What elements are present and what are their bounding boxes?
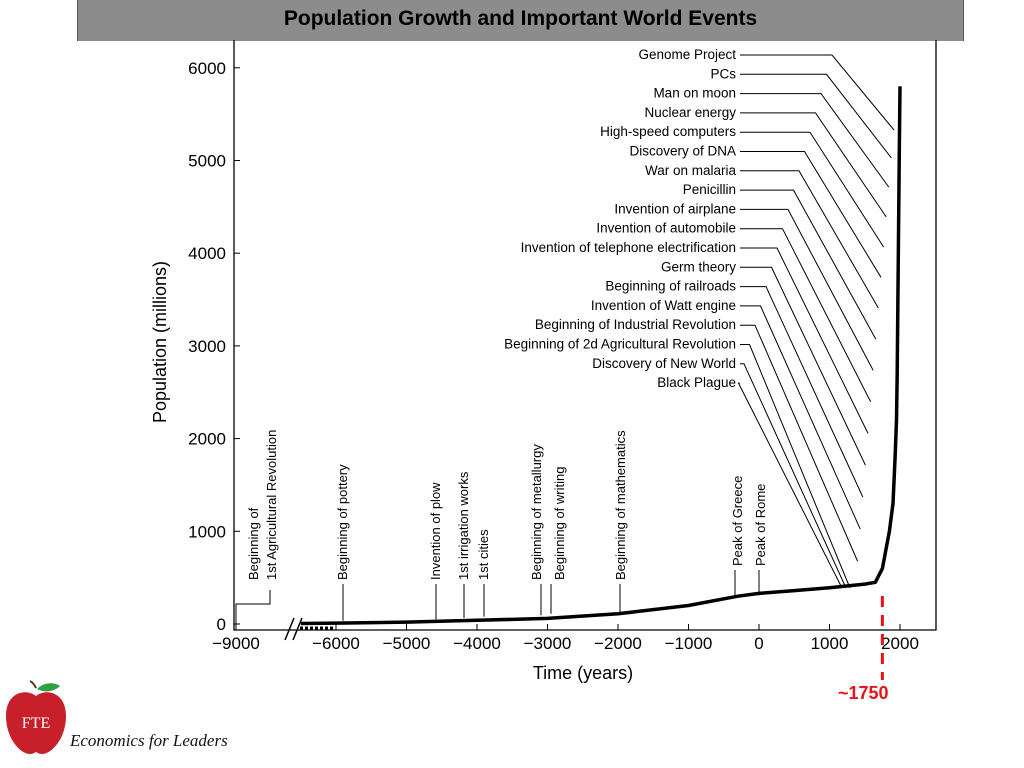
y-tick-label: 1000 [188, 522, 226, 541]
top-event-label: Invention of automobile [596, 221, 736, 236]
y-tick-label: 2000 [188, 430, 226, 449]
top-event-label: Penicillin [683, 182, 736, 197]
top-event-leader [740, 344, 851, 589]
top-event-leader [740, 189, 877, 340]
apple-icon: FTE [6, 680, 66, 754]
top-event-label: High-speed computers [600, 124, 736, 139]
bottom-event-label: Beginning of pottery [335, 464, 350, 580]
top-event-label: Black Plague [657, 375, 736, 390]
top-event-leader [740, 54, 895, 131]
x-tick-label: −2000 [594, 634, 642, 653]
top-event-leader [740, 112, 887, 218]
x-tick-label: −5000 [383, 634, 431, 653]
x-tick-label: −6000 [312, 634, 360, 653]
chart-title: Population Growth and Important World Ev… [283, 7, 758, 30]
top-event-leader [740, 286, 864, 498]
top-event-label: Invention of airplane [614, 201, 736, 216]
x-tick-label: −9000 [212, 634, 260, 653]
top-event-leader [740, 151, 882, 278]
y-tick-label: 0 [217, 615, 226, 634]
top-event-label: Beginning of 2d Agricultural Revolution [504, 337, 736, 352]
bottom-event-label: Beginning of 1st Agricultural Revolution [246, 430, 279, 580]
y-tick-label: 6000 [188, 59, 226, 78]
y-axis-label: Population (millions) [150, 261, 170, 423]
top-event-leader [740, 266, 866, 466]
x-tick-label: −3000 [524, 634, 572, 653]
top-event-leader [740, 208, 874, 371]
bottom-event-label: Beginning of metallurgy [529, 444, 544, 580]
top-event-label: Man on moon [653, 86, 736, 101]
top-event-label: Genome Project [638, 47, 736, 62]
axis-break-mark [284, 617, 295, 641]
fte-logo: FTE [4, 680, 68, 762]
top-event-label: PCs [710, 66, 736, 81]
top-event-leader [737, 382, 843, 589]
bottom-event-label: 1st irrigation works [456, 471, 471, 580]
top-event-label: Discovery of DNA [629, 144, 736, 159]
bottom-event-label: Beginning of writing [552, 467, 567, 580]
top-event-label: Beginning of Industrial Revolution [535, 317, 736, 332]
top-event-label: Germ theory [661, 259, 736, 274]
x-tick-label: −1000 [665, 634, 713, 653]
top-event-label: Invention of telephone electrification [521, 240, 736, 255]
y-tick-label: 4000 [188, 244, 226, 263]
top-event-leader [740, 93, 890, 188]
agri-bracket [235, 590, 271, 624]
logo-text: FTE [22, 715, 50, 732]
top-event-label: War on malaria [645, 163, 737, 178]
top-event-leader [740, 324, 859, 562]
x-tick-label: 0 [754, 634, 763, 653]
bottom-event-label: Peak of Greece [730, 476, 745, 566]
top-event-leader [740, 363, 847, 589]
bottom-event-label: Beginning of mathematics [613, 430, 628, 580]
plot-frame [233, 40, 937, 631]
y-tick-label: 3000 [188, 337, 226, 356]
x-axis-label: Time (years) [533, 663, 633, 683]
top-event-leader [740, 305, 861, 530]
top-event-label: Nuclear energy [644, 105, 736, 120]
x-tick-label: 1000 [811, 634, 849, 653]
bottom-event-label: Peak of Rome [753, 484, 768, 566]
tagline: Economics for Leaders [70, 731, 228, 750]
axis-break-mark [292, 617, 303, 641]
y-tick-label: 5000 [188, 152, 226, 171]
top-event-label: Invention of Watt engine [591, 298, 736, 313]
population-line [300, 86, 902, 626]
top-event-leader [740, 170, 879, 309]
leaf-icon [37, 683, 60, 692]
top-event-leader [740, 73, 892, 159]
bottom-event-label: 1st cities [476, 529, 491, 580]
annotation-1750-label: ~1750 [838, 683, 889, 703]
top-event-leader [740, 228, 872, 402]
x-tick-label: −4000 [453, 634, 501, 653]
top-event-label: Discovery of New World [592, 356, 736, 371]
top-event-leader [740, 131, 885, 248]
title-bar: Population Growth and Important World Ev… [77, 0, 964, 41]
bottom-event-label: Invention of plow [428, 482, 443, 580]
x-tick-label: 2000 [881, 634, 919, 653]
top-event-label: Beginning of railroads [605, 279, 736, 294]
top-event-leader [740, 247, 869, 434]
